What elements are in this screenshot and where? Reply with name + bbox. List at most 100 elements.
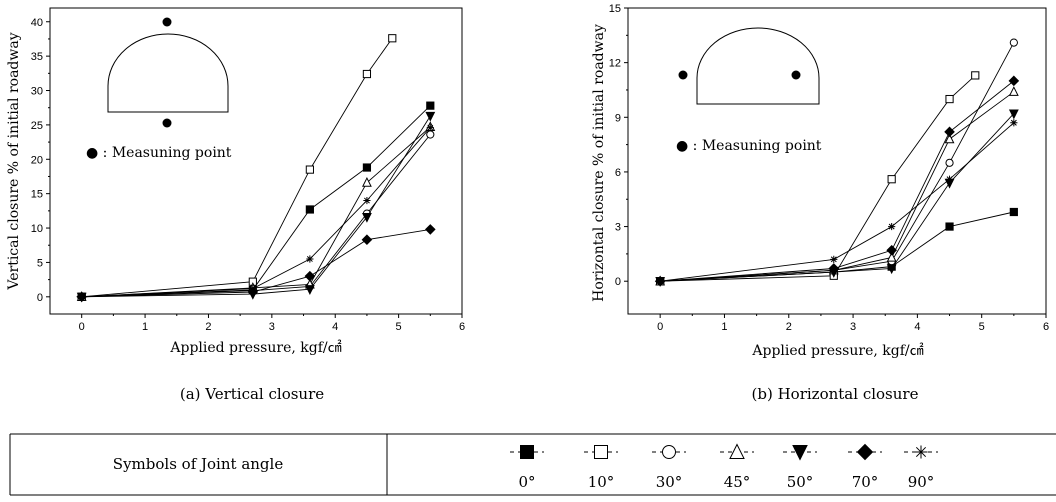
legend-entry-0deg: 0° — [510, 445, 544, 491]
data-point — [306, 255, 314, 263]
chart-caption: (b) Horizontal closure — [752, 385, 919, 403]
horizontal-series-30deg — [656, 38, 1018, 286]
x-tick-label: 1 — [721, 321, 727, 333]
legend-label: 0° — [518, 473, 535, 491]
series-line — [81, 115, 431, 298]
data-point — [425, 111, 436, 122]
y-tick-label: 20 — [31, 154, 43, 166]
measuring-point-left — [678, 70, 688, 80]
y-tick-label: 10 — [31, 223, 43, 235]
chart-vertical-closure: ● : Measuning point 0 1 2 3 4 5 6 0 5 10 15 20 25 30 3… — [6, 7, 465, 403]
horizontal-series-90deg — [656, 119, 1018, 285]
measuring-point-bottom — [162, 118, 172, 128]
data-point — [425, 224, 436, 235]
y-tick-label: 3 — [615, 222, 621, 234]
x-tick-label: 3 — [269, 321, 275, 333]
data-point — [305, 165, 314, 174]
data-point — [426, 124, 434, 132]
data-point — [363, 196, 371, 205]
legend-symbol — [856, 443, 874, 461]
legend-label: 90° — [908, 473, 935, 491]
plot-frame — [627, 7, 1047, 315]
data-point — [944, 126, 955, 138]
x-tick-label: 4 — [332, 321, 338, 333]
y-tick-label: 30 — [31, 86, 43, 98]
legend-symbol — [914, 445, 928, 459]
data-point — [1008, 86, 1019, 96]
x-tick-label: 1 — [142, 321, 148, 333]
series-line — [660, 80, 1015, 282]
data-point — [249, 284, 257, 293]
legend-entry-70deg: 70° — [848, 443, 882, 491]
legend-entry-45deg: 45° — [720, 443, 754, 491]
data-point — [305, 205, 314, 214]
horizontal-series-70deg — [654, 75, 1020, 287]
data-point — [362, 69, 372, 79]
measuring-point-top — [162, 17, 172, 27]
data-point — [1008, 109, 1019, 120]
x-tick-label: 2 — [205, 321, 211, 333]
data-point — [426, 101, 435, 110]
y-tick-label: 5 — [37, 257, 43, 269]
data-point — [971, 71, 980, 80]
data-point — [945, 222, 954, 231]
data-point — [304, 285, 315, 295]
plot-frame — [49, 7, 463, 315]
roadway-outline — [107, 33, 229, 113]
legend-symbol — [594, 445, 608, 459]
data-point — [361, 234, 373, 246]
data-point — [362, 176, 372, 187]
data-point — [830, 255, 838, 263]
data-point — [945, 175, 954, 183]
data-point — [362, 163, 372, 172]
data-point — [888, 222, 896, 231]
x-tick-label: 4 — [914, 321, 920, 333]
data-point — [1008, 75, 1020, 87]
y-axis-label: Vertical closure % of initial roadway — [6, 32, 22, 290]
legend-label: 45° — [724, 473, 751, 491]
x-tick-label: 5 — [396, 321, 402, 333]
legend-symbol — [520, 445, 534, 459]
inset-note: ● : Measuning point — [86, 145, 232, 161]
horizontal-series-45deg — [655, 86, 1019, 286]
data-point — [886, 264, 897, 275]
inset-roadway-diagram: ● : Measuning point — [676, 27, 822, 154]
series-line — [81, 105, 431, 298]
y-tick-label: 15 — [609, 3, 621, 15]
legend-label: 10° — [588, 473, 615, 491]
data-point — [945, 94, 954, 104]
x-axis-label: Applied pressure, kgf/㎠ — [169, 340, 341, 356]
legend-entry-90deg: 90° — [904, 445, 938, 491]
data-point — [78, 293, 86, 301]
data-point — [886, 244, 897, 256]
legend-table: Symbols of Joint angle 0° 10° 30° 45° 50° 70°… — [9, 433, 1056, 496]
series-line — [81, 38, 393, 298]
y-tick-label: 35 — [31, 51, 43, 63]
x-axis-label: Applied pressure, kgf/㎠ — [751, 343, 923, 359]
x-tick-label: 6 — [1043, 321, 1049, 333]
y-axis-label: Horizontal closure % of initial roadway — [591, 24, 607, 302]
x-tick-label: 2 — [786, 321, 792, 333]
vertical-series-0deg — [77, 101, 435, 301]
legend-symbol — [792, 445, 808, 461]
x-tick-label: 5 — [979, 321, 985, 333]
y-tick-label: 9 — [615, 112, 621, 124]
legend-label: 50° — [787, 473, 814, 491]
roadway-outline — [696, 27, 820, 105]
legend-entry-30deg: 30° — [652, 445, 686, 491]
data-point — [1009, 207, 1018, 217]
data-point — [304, 270, 316, 282]
data-point — [388, 34, 397, 43]
y-tick-label: 25 — [31, 120, 43, 132]
x-tick-label: 6 — [459, 321, 465, 333]
series-line — [660, 42, 1015, 282]
x-tick-label: 0 — [79, 321, 85, 333]
x-tick-label: 0 — [657, 321, 663, 333]
legend-label: 70° — [852, 473, 879, 491]
vertical-series-70deg — [76, 224, 436, 303]
data-point — [426, 130, 435, 139]
legend-label: 30° — [656, 473, 683, 491]
legend-symbol — [662, 445, 676, 459]
